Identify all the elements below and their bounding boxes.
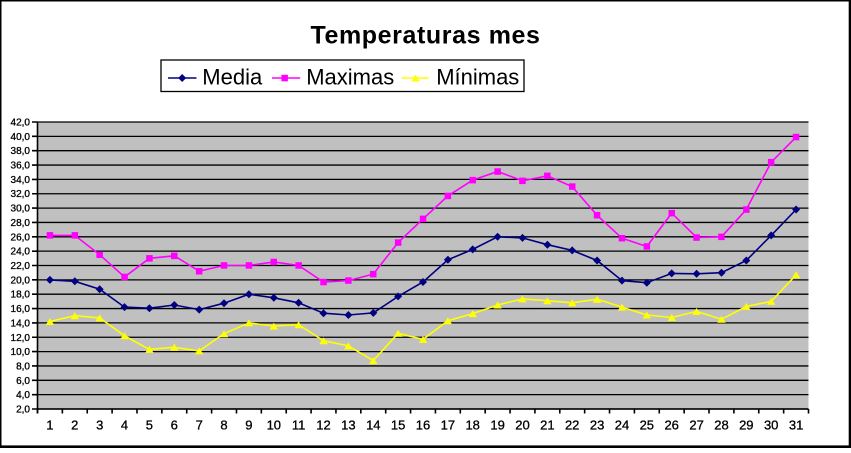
svg-text:38,0: 38,0 — [11, 146, 31, 157]
svg-text:12: 12 — [316, 418, 330, 433]
svg-text:10: 10 — [267, 418, 281, 433]
svg-text:3: 3 — [96, 418, 103, 433]
svg-text:13: 13 — [341, 418, 355, 433]
svg-text:28: 28 — [714, 418, 728, 433]
svg-text:24,0: 24,0 — [11, 247, 31, 258]
svg-text:36,0: 36,0 — [11, 161, 31, 172]
svg-text:4,0: 4,0 — [16, 390, 30, 401]
svg-text:16,0: 16,0 — [11, 304, 31, 315]
svg-text:18: 18 — [465, 418, 479, 433]
svg-text:6,0: 6,0 — [16, 376, 30, 387]
svg-text:30: 30 — [764, 418, 778, 433]
svg-text:22: 22 — [565, 418, 579, 433]
svg-text:14,0: 14,0 — [11, 318, 31, 329]
svg-text:20: 20 — [515, 418, 529, 433]
svg-text:5: 5 — [146, 418, 153, 433]
svg-text:2: 2 — [71, 418, 78, 433]
svg-text:31: 31 — [789, 418, 803, 433]
svg-text:20,0: 20,0 — [11, 275, 31, 286]
svg-text:29: 29 — [739, 418, 753, 433]
svg-text:19: 19 — [490, 418, 504, 433]
svg-text:21: 21 — [540, 418, 554, 433]
svg-text:2,0: 2,0 — [16, 405, 30, 416]
svg-text:9: 9 — [245, 418, 252, 433]
svg-text:Mínimas: Mínimas — [436, 65, 519, 90]
svg-text:4: 4 — [121, 418, 128, 433]
svg-text:Maximas: Maximas — [306, 65, 394, 90]
svg-text:1: 1 — [46, 418, 53, 433]
svg-text:24: 24 — [615, 418, 629, 433]
svg-text:25: 25 — [640, 418, 654, 433]
svg-text:28,0: 28,0 — [11, 218, 31, 229]
svg-text:32,0: 32,0 — [11, 189, 31, 200]
svg-text:8: 8 — [220, 418, 227, 433]
svg-text:8,0: 8,0 — [16, 361, 30, 372]
svg-text:6: 6 — [171, 418, 178, 433]
svg-text:7: 7 — [196, 418, 203, 433]
svg-text:10,0: 10,0 — [11, 347, 31, 358]
svg-text:34,0: 34,0 — [11, 175, 31, 186]
svg-text:11: 11 — [292, 418, 306, 433]
svg-text:12,0: 12,0 — [11, 333, 31, 344]
svg-text:22,0: 22,0 — [11, 261, 31, 272]
svg-text:30,0: 30,0 — [11, 204, 31, 215]
svg-text:16: 16 — [416, 418, 430, 433]
svg-text:15: 15 — [391, 418, 405, 433]
svg-text:Temperaturas mes: Temperaturas mes — [310, 22, 540, 50]
svg-text:26: 26 — [664, 418, 678, 433]
svg-text:14: 14 — [366, 418, 380, 433]
svg-text:42,0: 42,0 — [11, 118, 31, 129]
svg-text:23: 23 — [590, 418, 604, 433]
svg-text:18,0: 18,0 — [11, 290, 31, 301]
svg-text:27: 27 — [689, 418, 703, 433]
svg-text:17: 17 — [441, 418, 455, 433]
svg-text:26,0: 26,0 — [11, 232, 31, 243]
svg-text:40,0: 40,0 — [11, 132, 31, 143]
svg-text:Media: Media — [202, 65, 263, 90]
